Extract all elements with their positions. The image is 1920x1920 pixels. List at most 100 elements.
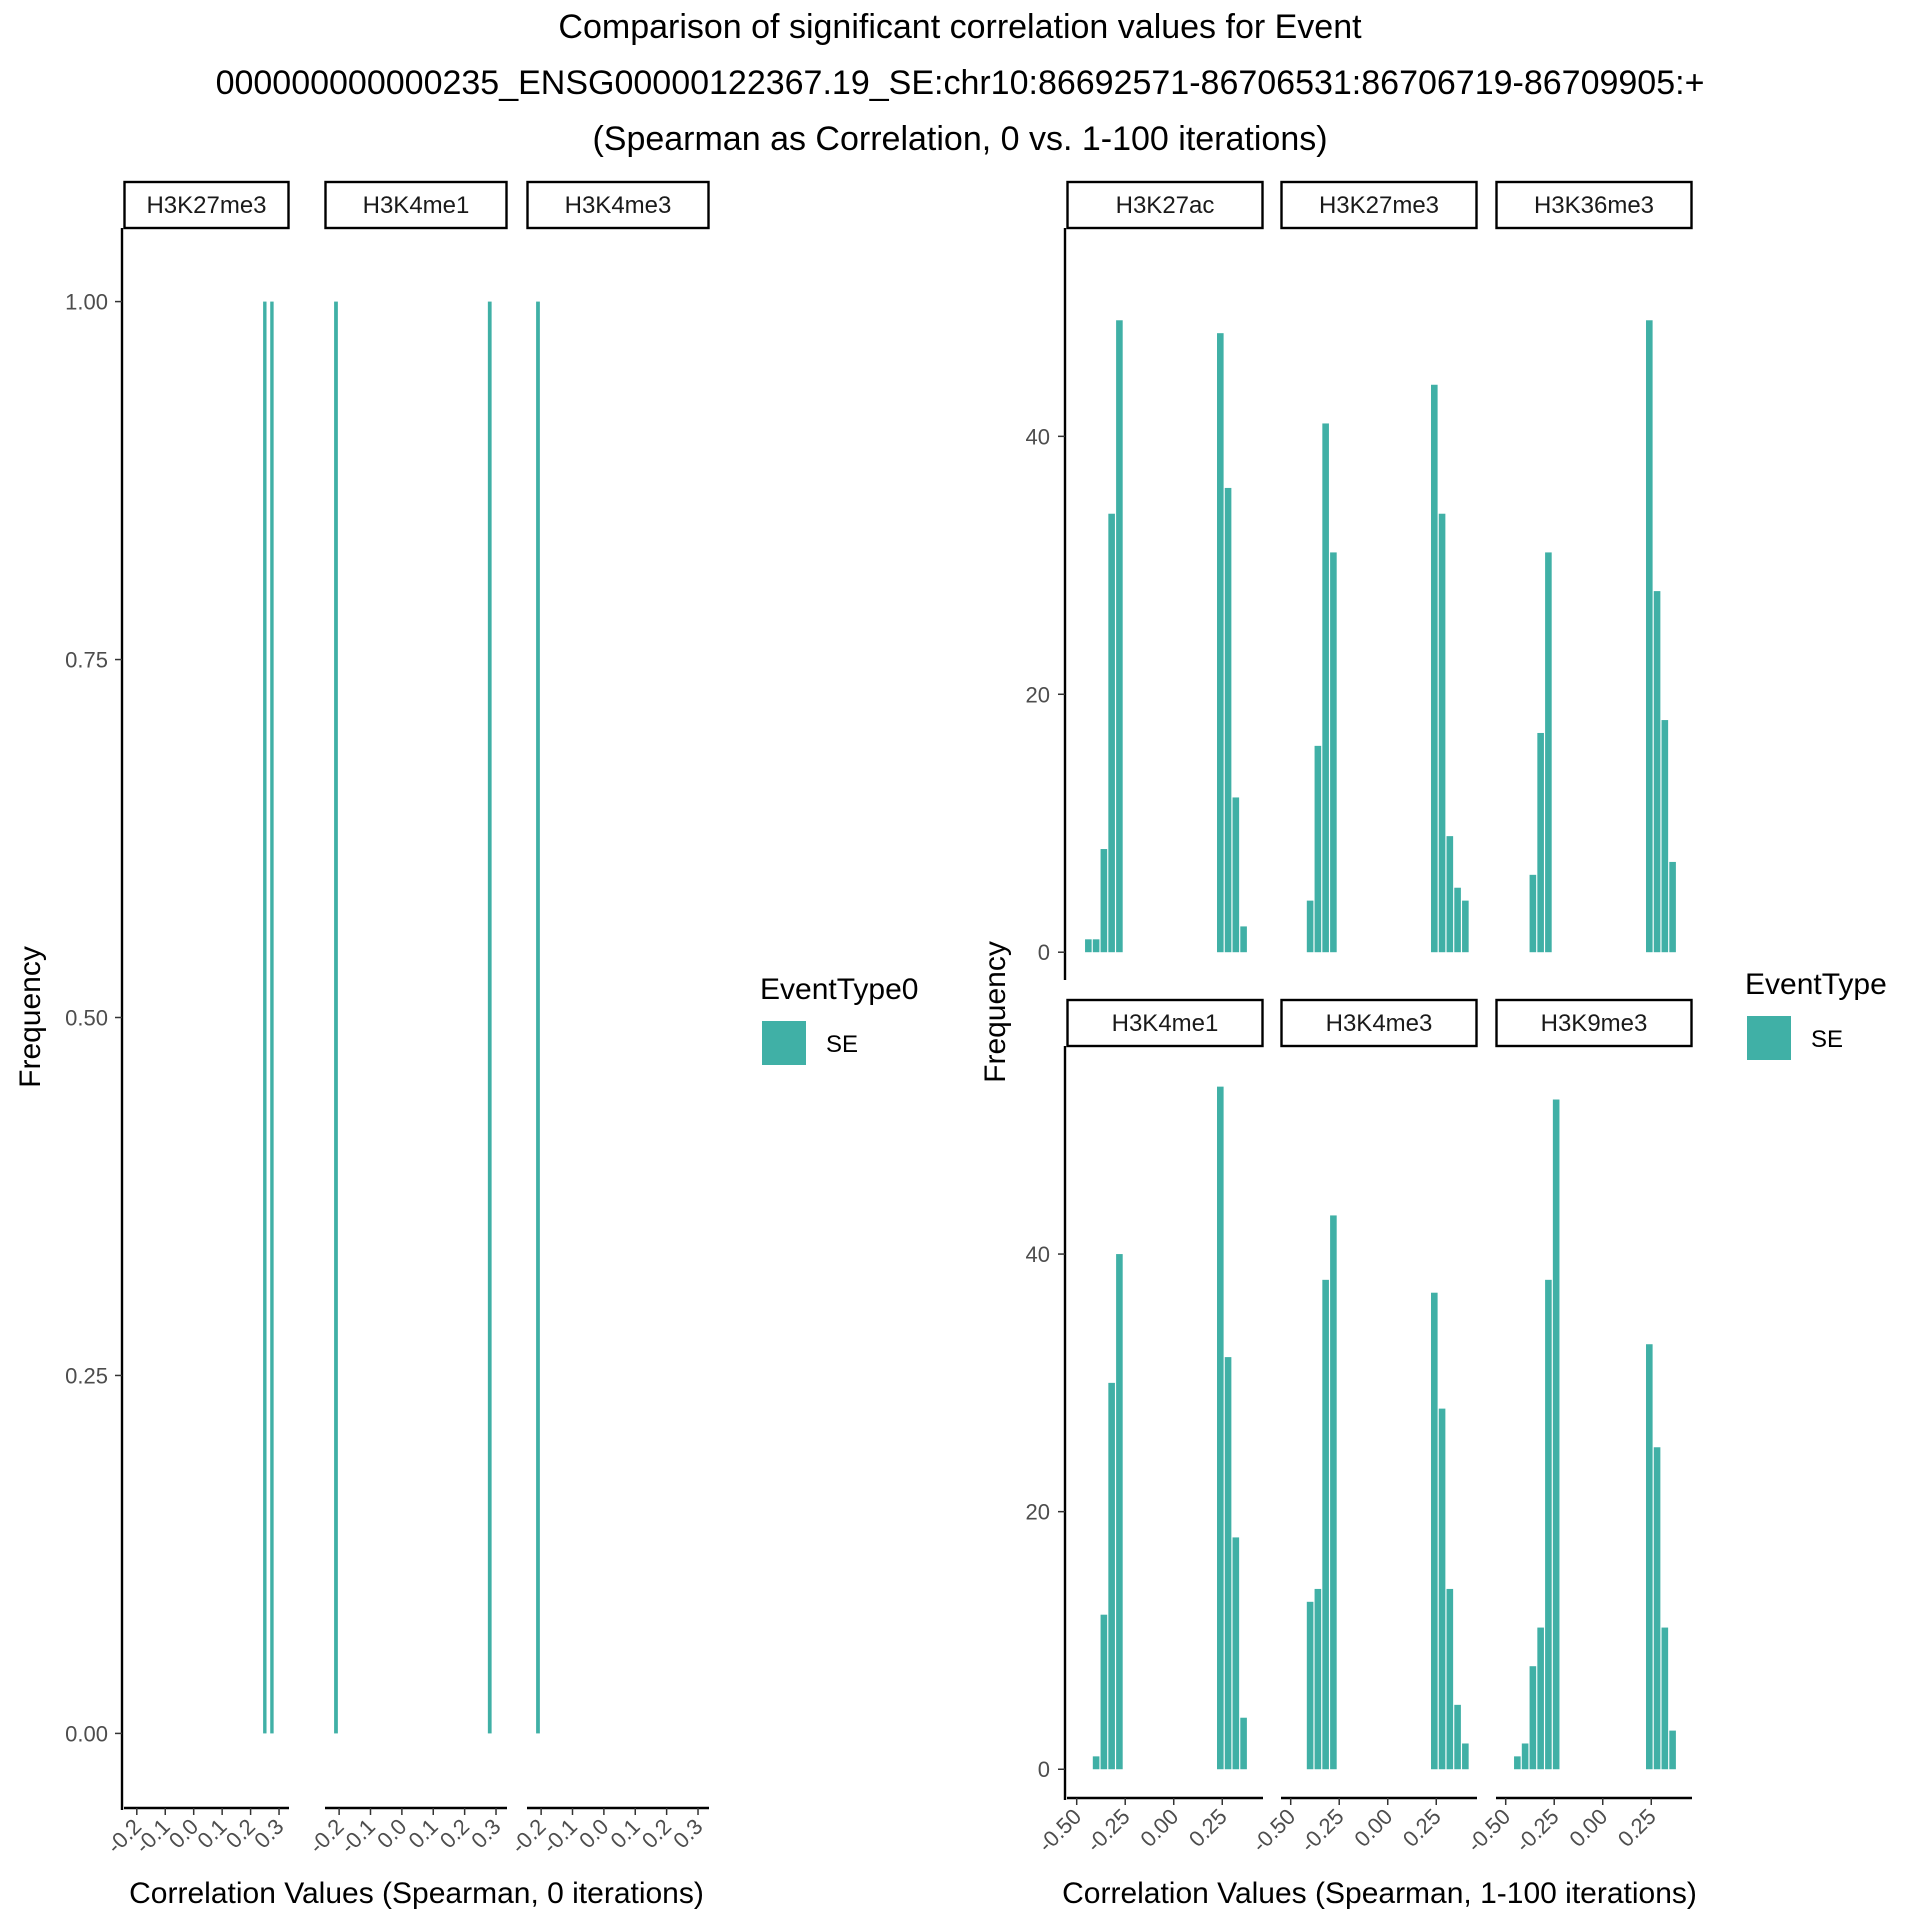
facet-strip xyxy=(1280,180,1478,230)
legend-key-label: SE xyxy=(1811,1026,1843,1053)
facet-strip xyxy=(526,180,710,230)
bar xyxy=(1217,1086,1224,1770)
facet-strip xyxy=(1495,180,1693,230)
bar xyxy=(1545,552,1552,953)
facet-strip xyxy=(324,180,508,230)
bar xyxy=(1653,591,1661,953)
chart-title: Comparison of significant correlation va… xyxy=(216,8,1705,158)
bar xyxy=(1521,1743,1529,1770)
x-tick-label: -0.25 xyxy=(1296,1804,1349,1857)
bar xyxy=(1661,720,1669,953)
bar xyxy=(1116,1254,1123,1770)
facet-h3k27ac: H3K27ac xyxy=(1066,180,1264,953)
y-tick-label: 40 xyxy=(1026,424,1050,449)
bar xyxy=(1438,1408,1446,1770)
bar xyxy=(1653,1447,1661,1770)
legend-key-label: SE xyxy=(826,1031,858,1058)
bar xyxy=(1224,1357,1232,1770)
bar xyxy=(1085,939,1092,953)
legend-key-swatch xyxy=(1747,1016,1791,1060)
bar xyxy=(1314,745,1322,953)
y-axis-title-left: Frequency xyxy=(14,946,47,1088)
facet-h3k4me1: H3K4me1-0.2-0.10.00.10.20.3 xyxy=(304,180,508,1858)
bar xyxy=(1462,1743,1469,1770)
x-tick-label: 0.00 xyxy=(1564,1804,1612,1852)
bar xyxy=(1100,849,1108,953)
facet-strip-label: H3K4me3 xyxy=(1326,1010,1433,1037)
bar xyxy=(1217,333,1224,953)
x-tick-label: -0.25 xyxy=(1082,1804,1135,1857)
bar xyxy=(487,301,492,1734)
bar xyxy=(1306,900,1314,953)
bar xyxy=(1240,1717,1247,1770)
facet-strip xyxy=(123,180,290,230)
facet-h3k27me3: H3K27me3-0.2-0.10.00.10.20.3 xyxy=(102,180,290,1858)
y-tick-label: 0.25 xyxy=(65,1363,108,1388)
x-tick-label: 0.25 xyxy=(1398,1804,1446,1852)
bar xyxy=(1454,887,1461,953)
bar xyxy=(1322,1279,1329,1770)
y-tick-label: 20 xyxy=(1026,1500,1050,1525)
x-tick-label: 0.3 xyxy=(466,1814,505,1853)
bar xyxy=(1330,552,1337,953)
bar xyxy=(1116,320,1123,953)
bar xyxy=(1232,797,1240,953)
facet-strip-label: H3K9me3 xyxy=(1541,1010,1648,1037)
x-tick-label: 0.00 xyxy=(1349,1804,1397,1852)
bar xyxy=(1529,1666,1537,1770)
facet-h3k4me3: H3K4me3 -0.50-0.25 0.00 0.25 xyxy=(1247,998,1478,1857)
facet-h3k4me1: H3K4me1 -0.50-0.25 0.00 0.25 xyxy=(1033,998,1264,1857)
plot-layer: 0.000.250.500.751.00H3K27me3-0.2-0.10.00… xyxy=(14,180,1887,1910)
bar xyxy=(1646,320,1653,953)
bar xyxy=(1100,1614,1108,1770)
bar xyxy=(1446,1588,1454,1770)
bar xyxy=(1462,900,1469,953)
bar xyxy=(1092,939,1100,953)
facet-strip xyxy=(1495,998,1693,1048)
facet-strip-label: H3K4me1 xyxy=(363,192,470,219)
bar xyxy=(1330,1215,1337,1770)
legend-eventtype: EventType SE xyxy=(1745,968,1887,1060)
x-tick-label: 0.3 xyxy=(249,1814,288,1853)
bar xyxy=(1092,1756,1100,1770)
bar xyxy=(1669,861,1676,953)
y-tick-label: 20 xyxy=(1026,682,1050,707)
y-tick-label: 1.00 xyxy=(65,290,108,315)
bar xyxy=(1446,836,1454,953)
x-tick-label: 0.3 xyxy=(668,1814,707,1853)
facet-strip xyxy=(1280,998,1478,1048)
x-axis-title: Correlation Values (Spearman, 0 iteratio… xyxy=(129,1877,704,1910)
bar xyxy=(1438,513,1446,953)
y-axis-title-right: Frequency xyxy=(979,941,1012,1083)
bar xyxy=(1552,1099,1560,1770)
bar xyxy=(270,301,274,1734)
bar xyxy=(1529,874,1537,953)
y-tick-label: 0 xyxy=(1038,940,1050,965)
bar xyxy=(1646,1344,1653,1770)
bar xyxy=(1537,1627,1544,1770)
facet-strip-label: H3K36me3 xyxy=(1534,192,1654,219)
bar xyxy=(1314,1588,1322,1770)
bar xyxy=(263,301,267,1734)
y-tick-label: 40 xyxy=(1026,1242,1050,1267)
bar xyxy=(536,301,540,1734)
bar xyxy=(1431,1292,1438,1770)
title-line-2: 000000000000235_ENSG00000122367.19_SE:ch… xyxy=(216,64,1705,102)
legend-key-swatch xyxy=(762,1021,806,1065)
bar xyxy=(1224,487,1232,953)
y-tick-label: 0 xyxy=(1038,1757,1050,1782)
bar xyxy=(1661,1627,1669,1770)
bar xyxy=(1108,513,1115,953)
facet-strip-label: H3K27me3 xyxy=(1319,192,1439,219)
x-tick-label: -0.50 xyxy=(1033,1804,1086,1857)
bar xyxy=(1431,384,1438,953)
x-tick-label: -0.50 xyxy=(1462,1804,1515,1857)
bar xyxy=(1322,423,1329,953)
panel-left: 0.00 0.25 0.50 0.75 1.00H3K27me3-0.2-0.10.00… xyxy=(65,180,710,1910)
facet-strip-label: H3K4me3 xyxy=(565,192,672,219)
facet-strip xyxy=(1066,998,1264,1048)
bar xyxy=(1514,1756,1521,1770)
bar xyxy=(1306,1601,1314,1770)
bar xyxy=(1537,732,1544,953)
legend-title: EventType0 xyxy=(760,973,918,1006)
